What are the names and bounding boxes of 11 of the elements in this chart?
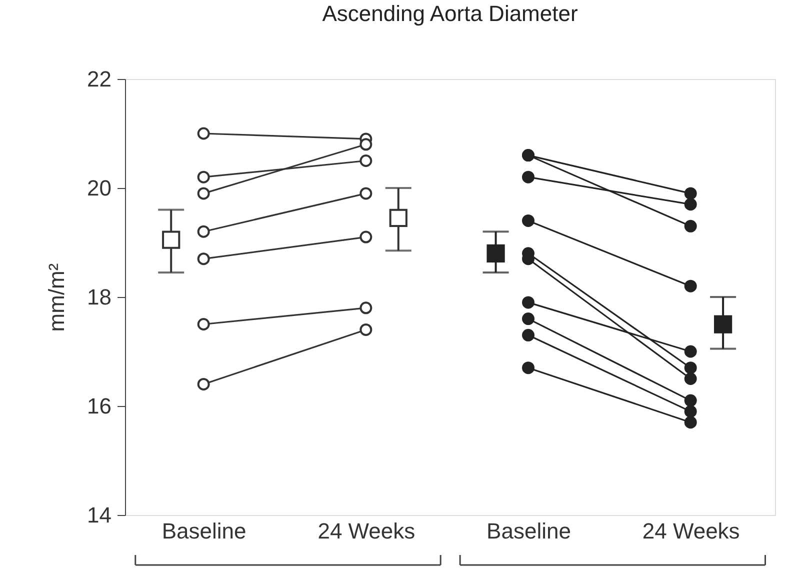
y-axis-title: mm/m² xyxy=(44,263,70,332)
y-tick-label: 18 xyxy=(87,284,112,310)
chart-title: Ascending Aorta Diameter xyxy=(322,1,578,26)
y-tick-label: 16 xyxy=(87,394,112,418)
x-tick-label: 24 Weeks xyxy=(642,518,740,544)
x-tick-label: 24 Weeks xyxy=(318,518,416,544)
x-tick-label: Baseline xyxy=(486,518,571,544)
y-tick-label: 14 xyxy=(87,502,112,528)
y-tick-label: 20 xyxy=(87,176,112,200)
x-tick-label: Baseline xyxy=(162,518,246,544)
y-tick-label: 22 xyxy=(87,66,112,92)
